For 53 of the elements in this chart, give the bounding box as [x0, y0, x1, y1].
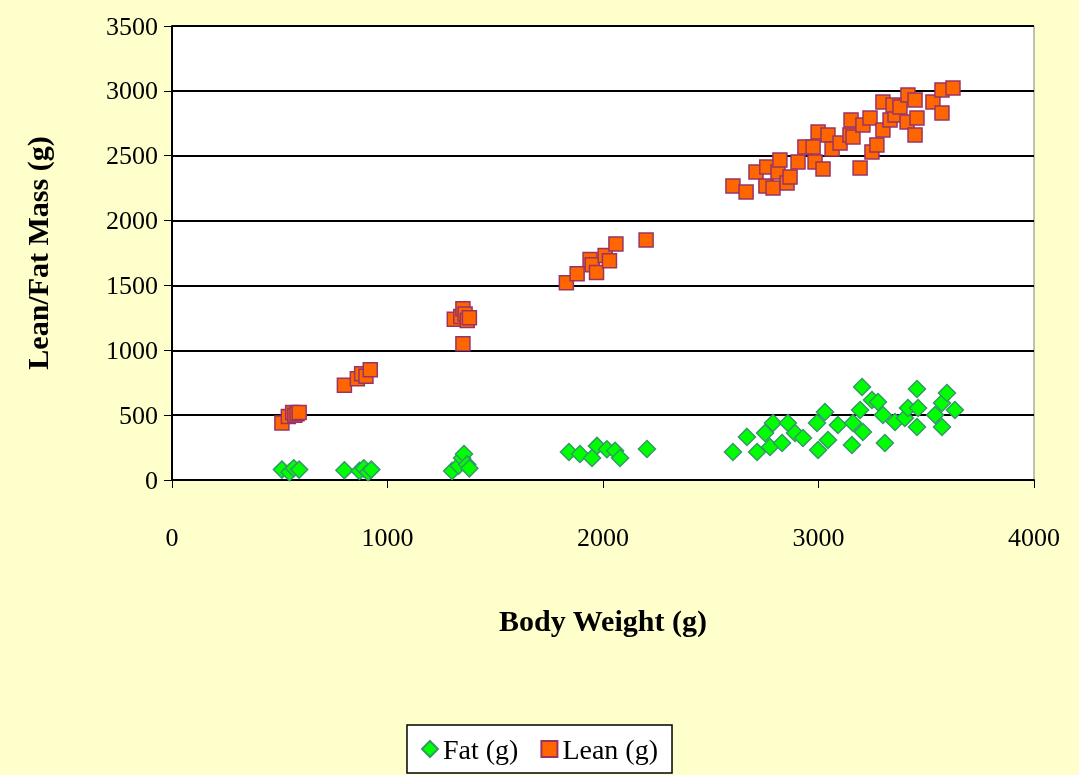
y-tick-label: 500	[119, 400, 158, 430]
point	[737, 427, 757, 447]
point	[932, 417, 952, 437]
y-tick-label: 1000	[106, 335, 158, 365]
y-tick-label: 1500	[106, 270, 158, 300]
point	[747, 442, 767, 462]
point	[937, 383, 957, 403]
point	[852, 377, 872, 397]
point	[868, 392, 888, 412]
y-tick-label: 2500	[106, 141, 158, 171]
point	[763, 413, 783, 433]
point	[925, 405, 945, 425]
x-tick-label: 0	[165, 522, 179, 552]
point	[875, 433, 895, 453]
y-axis-title: Lean/Fat Mass (g)	[20, 136, 55, 370]
y-tick-label: 2000	[106, 206, 158, 236]
point	[907, 417, 927, 437]
point	[828, 415, 848, 435]
point	[778, 413, 798, 433]
point	[760, 437, 780, 457]
point	[850, 400, 870, 420]
y-tick-label: 3000	[106, 76, 158, 106]
point	[772, 433, 792, 453]
legend-label: Fat (g)	[442, 733, 519, 765]
point	[637, 439, 657, 459]
y-tick-label: 3500	[106, 11, 158, 41]
point	[945, 400, 965, 420]
point	[908, 398, 928, 418]
x-tick-label: 2000	[577, 522, 629, 552]
point	[843, 413, 863, 433]
point	[723, 442, 743, 462]
x-axis-title: Body Weight (g)	[499, 603, 707, 638]
point	[807, 413, 827, 433]
legend-label: Lean (g)	[562, 733, 659, 765]
point	[289, 460, 309, 479]
point	[842, 435, 862, 455]
point	[793, 428, 813, 448]
point	[335, 461, 354, 480]
point	[570, 444, 590, 464]
point	[815, 402, 835, 422]
point	[582, 448, 602, 468]
point	[818, 430, 838, 450]
y-tick-label: 0	[145, 465, 158, 495]
x-tick-label: 1000	[361, 522, 414, 552]
point	[808, 440, 828, 460]
point	[755, 423, 775, 443]
point	[610, 448, 630, 468]
point	[907, 379, 927, 399]
point	[873, 405, 893, 425]
x-tick-label: 4000	[1008, 522, 1060, 552]
point	[853, 422, 873, 442]
point	[460, 459, 479, 478]
x-tick-label: 3000	[792, 522, 845, 552]
